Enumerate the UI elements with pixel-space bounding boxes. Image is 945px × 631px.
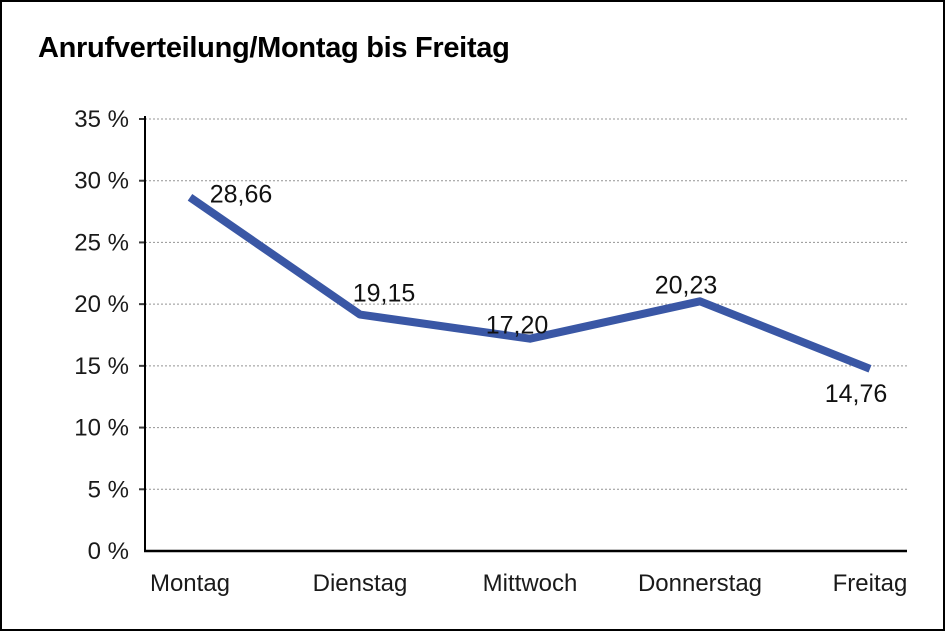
y-axis-label: 25 %: [74, 229, 129, 256]
x-axis-label: Freitag: [833, 570, 908, 597]
y-axis-label: 5 %: [88, 476, 129, 503]
data-point-label: 20,23: [655, 271, 718, 299]
x-axis-label: Montag: [150, 570, 230, 597]
x-axis-label: Donnerstag: [638, 570, 762, 597]
chart-title: Anrufverteilung/Montag bis Freitag: [38, 32, 510, 64]
data-line: [187, 194, 872, 373]
y-axis-label: 30 %: [74, 168, 129, 195]
y-axis-label: 0 %: [88, 538, 129, 565]
x-axis-label: Mittwoch: [483, 570, 578, 597]
data-point-label: 19,15: [353, 280, 416, 308]
x-axis-label: Dienstag: [313, 570, 408, 597]
data-point-label: 14,76: [825, 380, 888, 408]
data-point-label: 28,66: [210, 180, 273, 208]
y-axis-label: 35 %: [74, 106, 129, 133]
y-axis-label: 10 %: [74, 415, 129, 442]
y-axis-label: 15 %: [74, 353, 129, 380]
y-axis-label: 20 %: [74, 291, 129, 318]
data-point-label: 17,20: [486, 312, 549, 340]
